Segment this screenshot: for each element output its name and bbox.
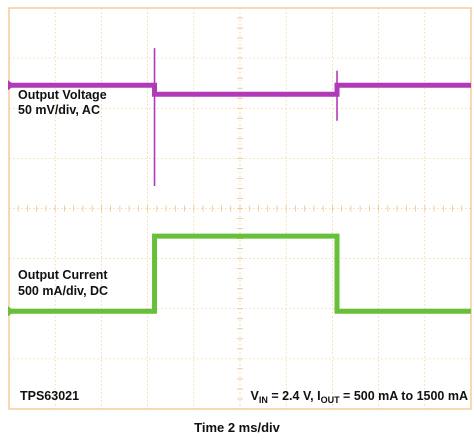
current-label-line1: Output Current <box>18 268 108 282</box>
iout-subscript: OUT <box>321 395 341 405</box>
x-axis-label: Time 2 ms/div <box>194 420 280 435</box>
device-label: TPS63021 <box>20 389 79 403</box>
vin-subscript: IN <box>259 395 268 405</box>
current-channel-marker <box>8 306 15 317</box>
voltage-channel-marker <box>8 80 15 91</box>
test-conditions: VIN = 2.4 V, IOUT = 500 mA to 1500 mA <box>251 389 468 405</box>
vin-value: = 2.4 V, I <box>268 389 321 403</box>
voltage-trace <box>9 82 471 97</box>
grid <box>9 8 471 409</box>
vin-symbol: V <box>251 389 260 403</box>
current-label-line2: 500 mA/div, DC <box>18 284 108 298</box>
current-trace <box>9 233 471 314</box>
iout-value: = 500 mA to 1500 mA <box>340 389 468 403</box>
traces <box>8 48 471 317</box>
voltage-label-line1: Output Voltage <box>18 88 107 102</box>
voltage-label-line2: 50 mV/div, AC <box>18 103 100 117</box>
